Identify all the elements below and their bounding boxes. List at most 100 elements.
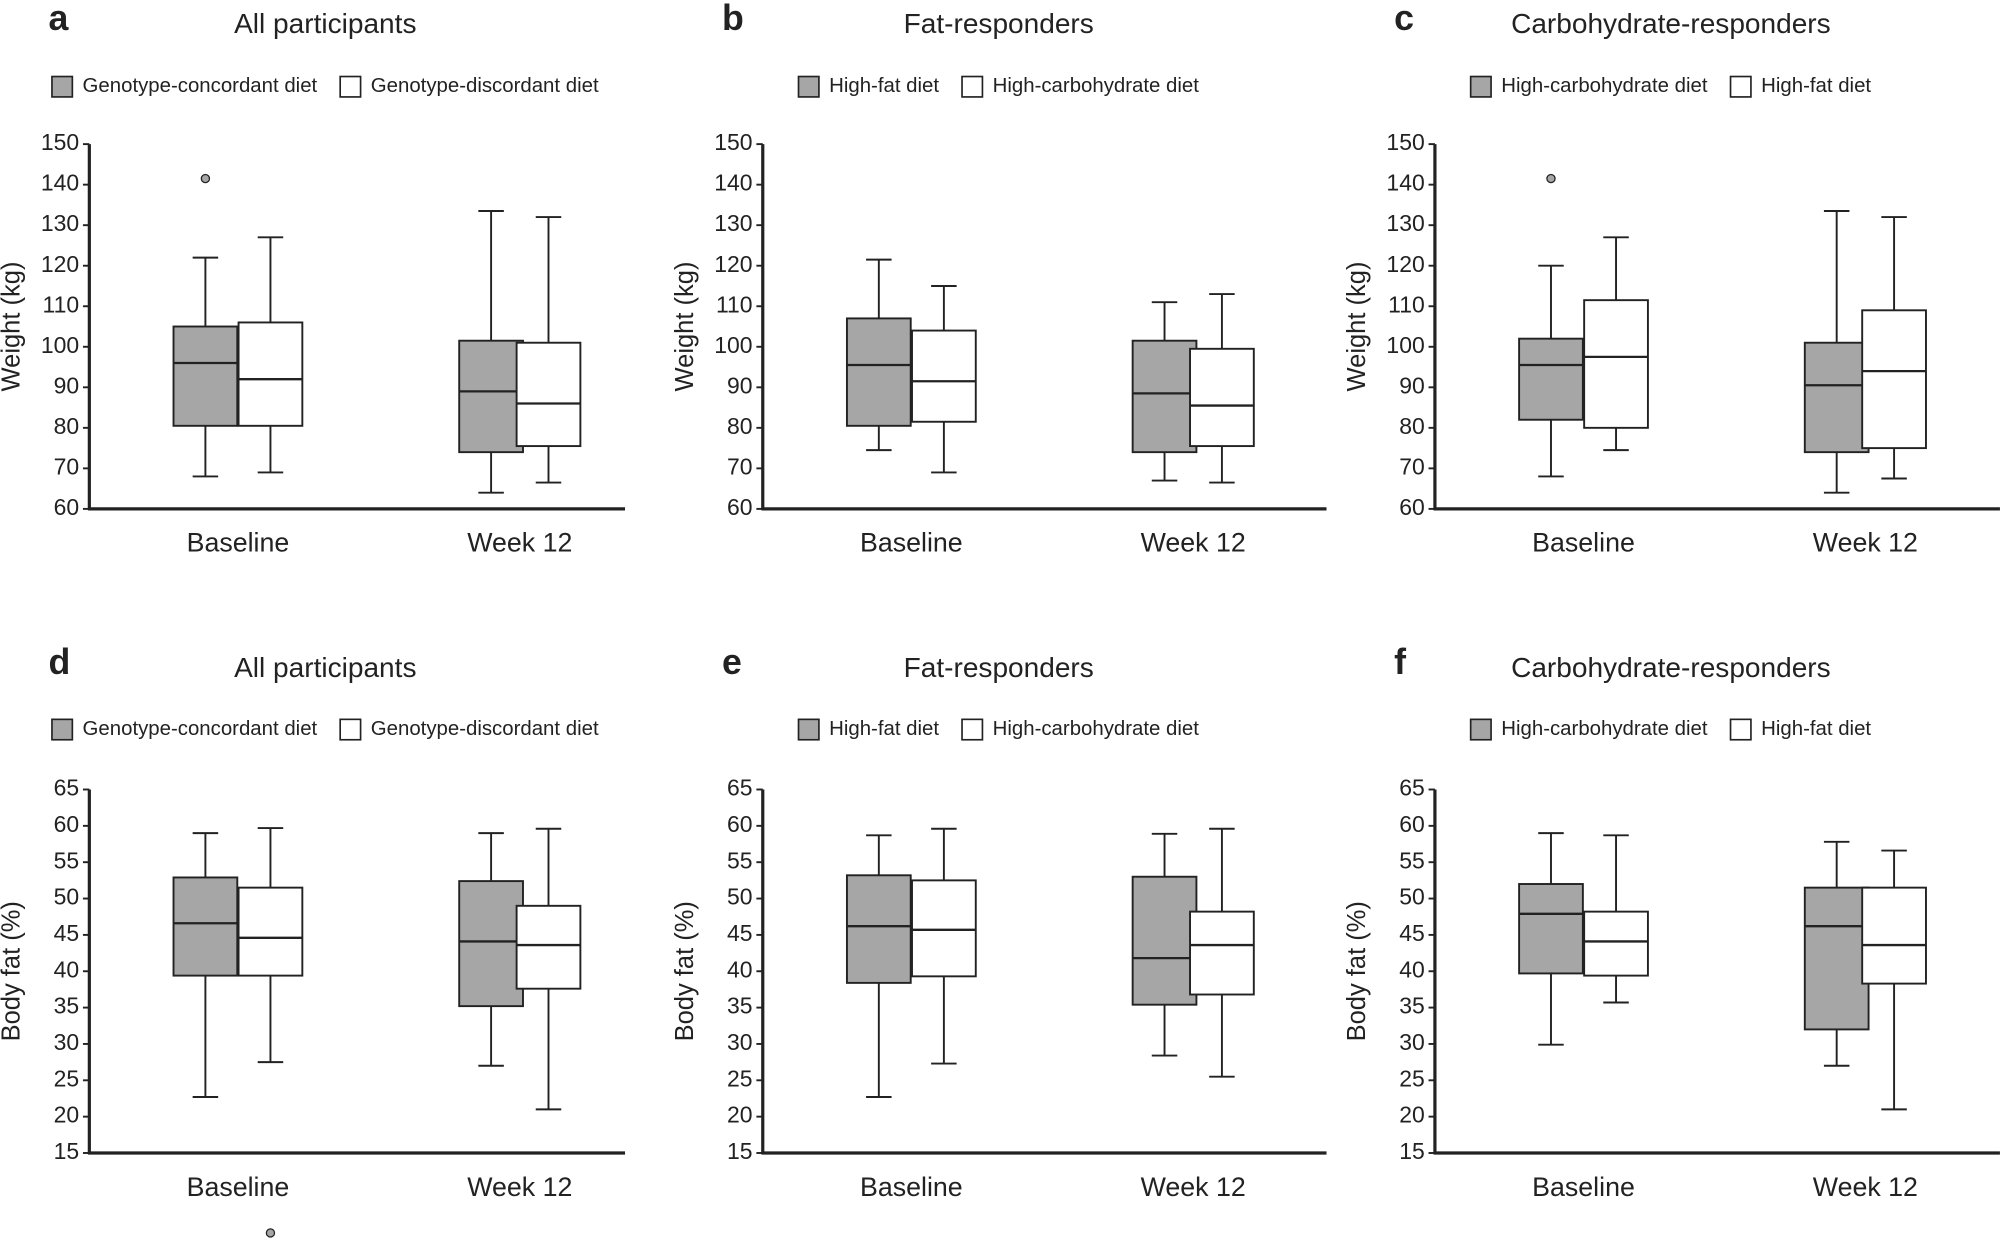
y-tick-label: 20 xyxy=(54,1102,80,1128)
chart-title: All participants xyxy=(234,8,416,39)
y-tick-label: 130 xyxy=(1386,210,1424,236)
y-tick-label: 25 xyxy=(1399,1065,1425,1091)
y-tick-label: 40 xyxy=(54,956,80,982)
y-tick-label: 50 xyxy=(54,884,80,910)
x-tick-label: Baseline xyxy=(860,528,963,558)
y-tick-label: 70 xyxy=(727,453,753,479)
upper-whisker xyxy=(931,827,957,881)
legend-swatch xyxy=(339,75,362,98)
y-tick-label: 15 xyxy=(54,1138,80,1164)
panel-letter: e xyxy=(722,642,742,682)
box xyxy=(1803,341,1870,454)
x-tick-label: Week 12 xyxy=(1141,1172,1246,1202)
upper-whisker xyxy=(1603,236,1629,301)
box xyxy=(515,341,582,448)
box xyxy=(911,329,977,423)
upper-whisker xyxy=(931,285,957,331)
upper-whisker xyxy=(866,834,892,876)
box xyxy=(845,874,912,984)
box xyxy=(1861,309,1927,450)
box xyxy=(458,880,524,1008)
y-axis-label: Body fat (%) xyxy=(1343,901,1371,1041)
y-tick-label: 70 xyxy=(1399,453,1425,479)
y-tick-label: 60 xyxy=(54,494,80,520)
y-tick-label: 150 xyxy=(1386,129,1424,155)
lower-whisker xyxy=(478,1006,504,1067)
lower-whisker xyxy=(1538,419,1564,478)
upper-whisker xyxy=(192,832,219,878)
y-tick-label: 110 xyxy=(1388,291,1425,317)
y-tick-label: 25 xyxy=(54,1065,80,1091)
upper-whisker xyxy=(1151,301,1178,341)
legend-swatch xyxy=(961,718,984,741)
box xyxy=(1518,883,1584,975)
upper-whisker xyxy=(478,832,504,882)
x-tick-label: Week 12 xyxy=(467,1172,572,1202)
lower-whisker xyxy=(1209,446,1235,484)
y-tick-label: 35 xyxy=(727,993,753,1019)
y-tick-label: 100 xyxy=(1386,332,1424,358)
legend-label: High-carbohydrate diet xyxy=(1501,718,1708,740)
upper-whisker xyxy=(1151,832,1178,877)
y-tick-label: 60 xyxy=(1399,494,1425,520)
upper-whisker xyxy=(1881,216,1907,311)
upper-whisker xyxy=(1209,293,1235,349)
legend-label: High-carbohydrate diet xyxy=(993,718,1200,740)
lower-whisker xyxy=(866,425,892,452)
y-tick-label: 25 xyxy=(727,1065,753,1091)
legend-label: High-fat diet xyxy=(829,718,939,740)
x-tick-label: Baseline xyxy=(187,1172,290,1202)
legend-label: Genotype-discordant diet xyxy=(371,718,599,740)
y-tick-label: 140 xyxy=(41,170,79,196)
box xyxy=(1803,886,1870,1031)
y-tick-label: 65 xyxy=(727,775,753,801)
x-tick-label: Baseline xyxy=(187,528,290,558)
panel-letter: c xyxy=(1394,0,1414,38)
y-tick-label: 45 xyxy=(1399,920,1425,946)
box xyxy=(1131,875,1198,1006)
y-tick-label: 100 xyxy=(714,332,752,358)
upper-whisker xyxy=(1209,827,1235,912)
upper-whisker xyxy=(535,216,562,343)
box xyxy=(1189,347,1255,448)
y-tick-label: 65 xyxy=(1399,775,1425,801)
legend-swatch xyxy=(1469,718,1492,741)
box xyxy=(237,321,304,427)
legend-swatch xyxy=(339,718,362,741)
x-tick-label: Week 12 xyxy=(467,528,572,558)
y-axis-label: Weight (kg) xyxy=(0,262,26,392)
upper-whisker xyxy=(1538,264,1564,339)
upper-whisker xyxy=(1603,834,1629,912)
y-tick-label: 30 xyxy=(1399,1029,1425,1055)
x-tick-label: Baseline xyxy=(1532,528,1635,558)
y-tick-label: 80 xyxy=(54,413,80,439)
legend-label: High-carbohydrate diet xyxy=(993,75,1200,97)
panel-letter: a xyxy=(49,0,70,38)
y-tick-label: 90 xyxy=(727,372,753,398)
box xyxy=(1189,910,1255,996)
box xyxy=(172,876,239,977)
y-axis-label: Weight (kg) xyxy=(671,262,699,392)
upper-whisker xyxy=(1823,840,1850,888)
x-tick-label: Week 12 xyxy=(1813,528,1918,558)
upper-whisker xyxy=(866,258,892,319)
lower-whisker xyxy=(866,982,892,1098)
y-tick-label: 130 xyxy=(41,210,79,236)
lower-whisker xyxy=(1823,1029,1850,1067)
legend-swatch xyxy=(797,718,820,741)
y-tick-label: 15 xyxy=(727,1138,753,1164)
y-axis-label: Weight (kg) xyxy=(1343,262,1371,392)
lower-whisker xyxy=(1881,448,1907,480)
panel-letter: f xyxy=(1394,642,1406,682)
lower-whisker xyxy=(535,446,562,484)
box xyxy=(1583,299,1649,429)
box xyxy=(1861,886,1927,985)
upper-whisker xyxy=(478,210,504,341)
y-tick-label: 150 xyxy=(41,129,79,155)
y-tick-label: 120 xyxy=(714,251,752,277)
y-tick-label: 20 xyxy=(727,1102,753,1128)
legend-swatch xyxy=(51,75,74,98)
y-tick-label: 60 xyxy=(54,811,80,837)
upper-whisker xyxy=(1881,849,1907,888)
box xyxy=(1131,339,1198,454)
